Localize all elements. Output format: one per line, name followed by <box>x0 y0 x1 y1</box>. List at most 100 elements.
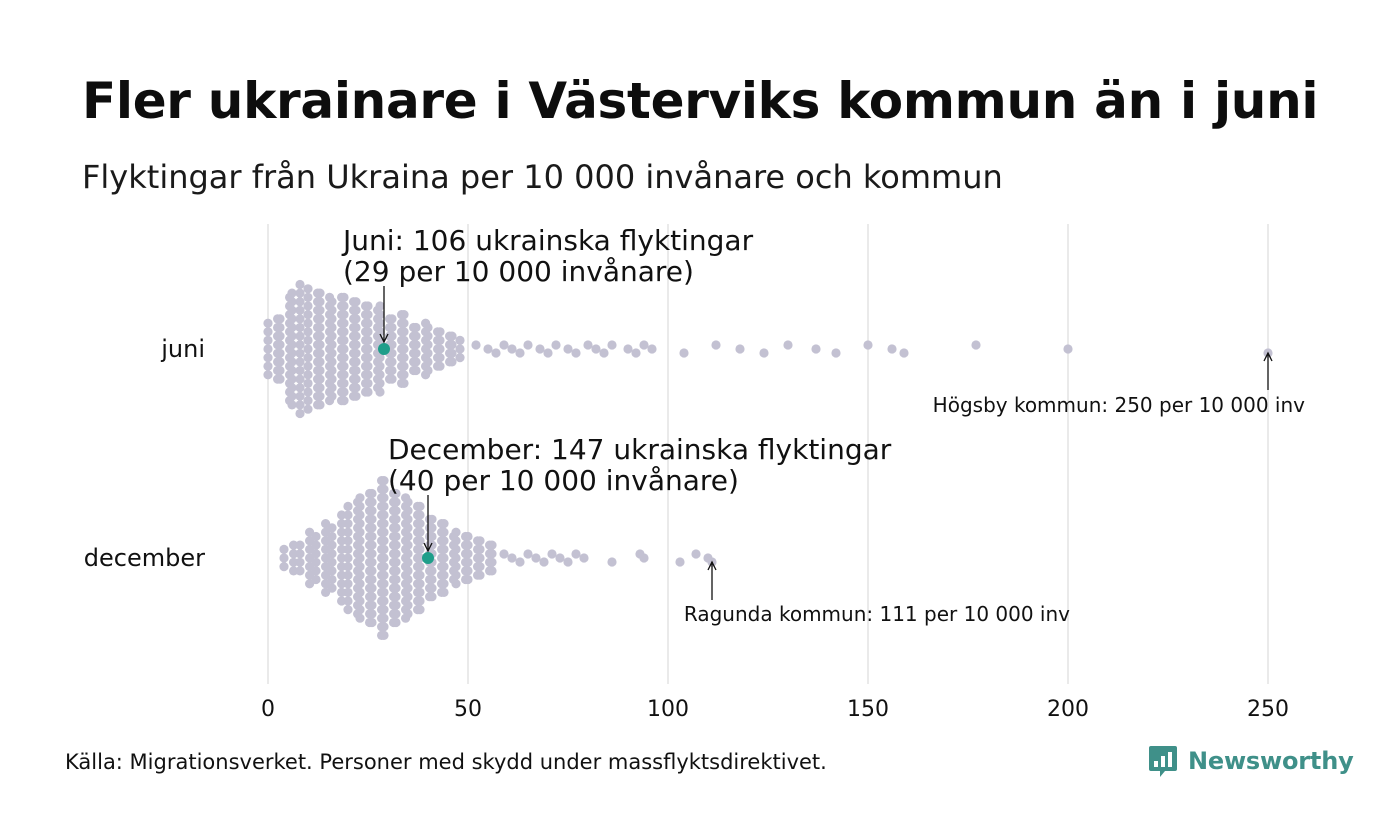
data-point <box>315 374 325 384</box>
data-point <box>337 587 347 598</box>
data-point <box>263 318 273 328</box>
data-point <box>295 305 305 315</box>
category-label: juni <box>160 335 205 363</box>
data-point <box>339 396 349 406</box>
data-point <box>379 476 389 486</box>
data-point <box>379 527 389 537</box>
newsworthy-logo-icon <box>1149 746 1177 777</box>
data-point <box>439 536 449 546</box>
data-point <box>303 284 313 294</box>
data-point <box>311 557 321 567</box>
data-point <box>287 383 297 393</box>
data-point <box>415 587 425 598</box>
data-point <box>351 305 361 315</box>
data-point <box>343 510 353 520</box>
data-point <box>327 348 337 358</box>
data-point <box>275 365 285 376</box>
data-point <box>403 583 413 593</box>
data-point <box>343 596 353 606</box>
data-point <box>275 357 285 367</box>
data-point <box>863 340 873 350</box>
data-point <box>415 501 425 511</box>
data-point <box>367 592 377 602</box>
data-point <box>415 527 425 537</box>
data-point <box>275 374 285 384</box>
data-point <box>411 357 421 367</box>
data-point <box>607 340 617 350</box>
data-point <box>483 344 493 354</box>
data-point <box>351 297 361 307</box>
data-point <box>415 536 425 546</box>
data-point <box>631 348 641 358</box>
data-point <box>363 318 373 328</box>
data-point <box>571 549 581 559</box>
data-point <box>379 570 389 580</box>
data-point <box>367 497 377 507</box>
data-point <box>363 387 373 397</box>
data-point <box>315 391 325 401</box>
data-point <box>363 361 373 371</box>
data-point <box>391 523 401 533</box>
data-point <box>327 322 337 333</box>
data-point <box>279 544 289 555</box>
data-point <box>295 374 305 384</box>
data-point <box>375 301 385 311</box>
data-point <box>289 557 299 567</box>
data-point <box>379 510 389 520</box>
data-point <box>303 292 313 302</box>
data-point <box>415 510 425 520</box>
data-point <box>599 348 609 358</box>
data-point <box>337 562 347 572</box>
data-point <box>447 357 457 367</box>
data-point <box>391 609 401 619</box>
data-point <box>399 344 409 354</box>
data-point <box>399 335 409 345</box>
data-point <box>439 570 449 580</box>
data-point <box>411 340 421 350</box>
data-point <box>375 387 385 397</box>
data-point <box>287 374 297 384</box>
data-point <box>351 314 361 324</box>
data-point <box>287 305 297 315</box>
data-point <box>391 557 401 567</box>
data-point <box>339 292 349 302</box>
data-point <box>287 314 297 324</box>
data-point <box>391 488 401 499</box>
data-point <box>379 579 389 589</box>
grid-lines <box>267 224 1269 684</box>
data-point <box>411 322 421 333</box>
extreme-arrow-head <box>1263 351 1273 362</box>
data-point <box>275 331 285 341</box>
data-point <box>343 527 353 537</box>
data-point <box>391 574 401 585</box>
data-point <box>403 549 413 559</box>
data-point <box>507 553 517 563</box>
data-point <box>339 327 349 337</box>
data-point <box>287 357 297 367</box>
data-point <box>343 544 353 555</box>
data-point <box>315 322 325 333</box>
data-point <box>415 544 425 555</box>
data-point <box>337 519 347 529</box>
data-point <box>591 344 601 354</box>
data-point <box>315 365 325 376</box>
data-point <box>375 353 385 363</box>
data-point <box>327 557 337 567</box>
data-point <box>287 348 297 358</box>
x-tick-label: 100 <box>647 697 689 722</box>
data-point <box>379 562 389 572</box>
data-point <box>523 549 533 559</box>
extreme-label: Högsby kommun: 250 per 10 000 inv <box>933 393 1305 417</box>
data-point <box>337 596 347 606</box>
data-point <box>295 557 305 567</box>
data-point <box>315 340 325 350</box>
data-point <box>403 557 413 567</box>
data-point <box>439 553 449 563</box>
data-point <box>387 322 397 333</box>
data-point <box>379 493 389 503</box>
data-point <box>355 536 365 546</box>
data-point <box>463 540 473 550</box>
data-point <box>555 553 565 563</box>
data-point <box>275 340 285 350</box>
data-point <box>355 605 365 615</box>
